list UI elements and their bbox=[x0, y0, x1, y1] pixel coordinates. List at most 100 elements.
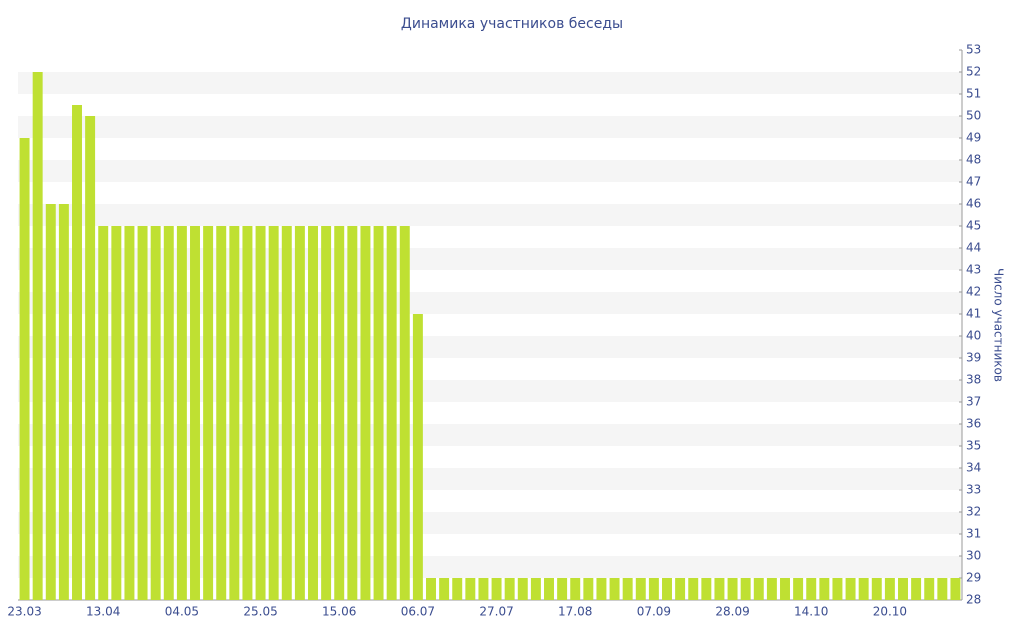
y-tick-label: 39 bbox=[966, 351, 981, 365]
bar bbox=[478, 578, 489, 600]
bar bbox=[124, 226, 135, 600]
bar bbox=[150, 226, 161, 600]
bar bbox=[635, 578, 646, 600]
bar bbox=[426, 578, 436, 600]
bar bbox=[648, 578, 659, 600]
y-tick-label: 47 bbox=[966, 175, 981, 189]
bar bbox=[321, 226, 332, 600]
grid-band bbox=[18, 248, 962, 270]
y-tick-label: 31 bbox=[966, 527, 981, 541]
bar bbox=[557, 578, 568, 600]
bar bbox=[570, 578, 581, 600]
x-tick-label: 04.05 bbox=[165, 605, 199, 619]
bar bbox=[727, 578, 738, 600]
bar bbox=[950, 578, 961, 600]
bar bbox=[386, 226, 397, 600]
bar bbox=[714, 578, 725, 600]
bar bbox=[137, 226, 148, 600]
y-tick-label: 29 bbox=[966, 571, 981, 585]
y-tick-label: 42 bbox=[966, 285, 981, 299]
y-tick-label: 38 bbox=[966, 373, 981, 387]
y-tick-label: 49 bbox=[966, 131, 981, 145]
x-tick-label: 28.09 bbox=[715, 605, 749, 619]
bar bbox=[111, 226, 122, 600]
bar bbox=[858, 578, 869, 600]
bar bbox=[530, 578, 541, 600]
bar bbox=[504, 578, 515, 600]
y-tick-label: 43 bbox=[966, 263, 981, 277]
bar bbox=[360, 226, 371, 600]
bar bbox=[308, 226, 318, 600]
bar bbox=[32, 72, 43, 600]
x-tick-label: 14.10 bbox=[794, 605, 828, 619]
bar bbox=[347, 226, 358, 600]
y-tick-label: 48 bbox=[966, 153, 981, 167]
bar bbox=[622, 578, 633, 600]
y-tick-label: 45 bbox=[966, 219, 981, 233]
bar bbox=[596, 578, 607, 600]
y-tick-label: 35 bbox=[966, 439, 981, 453]
y-tick-label: 28 bbox=[966, 593, 981, 607]
bar bbox=[806, 578, 817, 600]
x-tick-label: 25.05 bbox=[243, 605, 277, 619]
grid-band bbox=[18, 336, 962, 358]
bar bbox=[766, 578, 777, 600]
grid-band bbox=[18, 72, 962, 94]
x-tick-label: 13.04 bbox=[86, 605, 120, 619]
bar bbox=[819, 578, 830, 600]
bar bbox=[937, 578, 948, 600]
bar bbox=[884, 578, 895, 600]
bar bbox=[675, 578, 686, 600]
bar bbox=[216, 226, 227, 600]
bar bbox=[176, 226, 187, 600]
bar bbox=[439, 578, 450, 600]
bar bbox=[465, 578, 476, 600]
bar bbox=[229, 226, 240, 600]
y-tick-label: 32 bbox=[966, 505, 981, 519]
bar bbox=[294, 226, 305, 600]
bar bbox=[544, 578, 554, 600]
bar bbox=[793, 578, 804, 600]
y-tick-label: 51 bbox=[966, 87, 981, 101]
bar bbox=[924, 578, 935, 600]
grid-band bbox=[18, 116, 962, 138]
grid-band bbox=[18, 556, 962, 578]
x-tick-label: 23.03 bbox=[7, 605, 41, 619]
bar bbox=[255, 226, 266, 600]
bar bbox=[98, 226, 109, 600]
bar bbox=[334, 226, 345, 600]
bar bbox=[517, 578, 528, 600]
x-tick-label: 06.07 bbox=[401, 605, 435, 619]
bar bbox=[832, 578, 843, 600]
bar bbox=[399, 226, 410, 600]
y-tick-label: 34 bbox=[966, 461, 981, 475]
grid-band bbox=[18, 512, 962, 534]
bar bbox=[373, 226, 384, 600]
grid-band bbox=[18, 204, 962, 226]
bar bbox=[190, 226, 200, 600]
y-tick-label: 41 bbox=[966, 307, 981, 321]
grid-band bbox=[18, 424, 962, 446]
bar bbox=[242, 226, 253, 600]
bar bbox=[163, 226, 174, 600]
bar bbox=[753, 578, 764, 600]
y-tick-label: 44 bbox=[966, 241, 981, 255]
bar bbox=[452, 578, 463, 600]
y-tick-label: 50 bbox=[966, 109, 981, 123]
x-tick-label: 07.09 bbox=[637, 605, 671, 619]
bar bbox=[583, 578, 594, 600]
bar bbox=[203, 226, 214, 600]
bar bbox=[19, 138, 30, 600]
bar bbox=[609, 578, 620, 600]
y-tick-label: 53 bbox=[966, 43, 981, 57]
x-tick-label: 20.10 bbox=[873, 605, 907, 619]
bar bbox=[911, 578, 922, 600]
x-tick-label: 17.08 bbox=[558, 605, 592, 619]
bar bbox=[281, 226, 292, 600]
bar bbox=[85, 116, 96, 600]
bar bbox=[72, 105, 82, 600]
y-axis-title: Число участников bbox=[992, 268, 1006, 382]
grid-band bbox=[18, 380, 962, 402]
y-tick-label: 30 bbox=[966, 549, 981, 563]
chart-title: Динамика участников беседы bbox=[401, 16, 623, 32]
